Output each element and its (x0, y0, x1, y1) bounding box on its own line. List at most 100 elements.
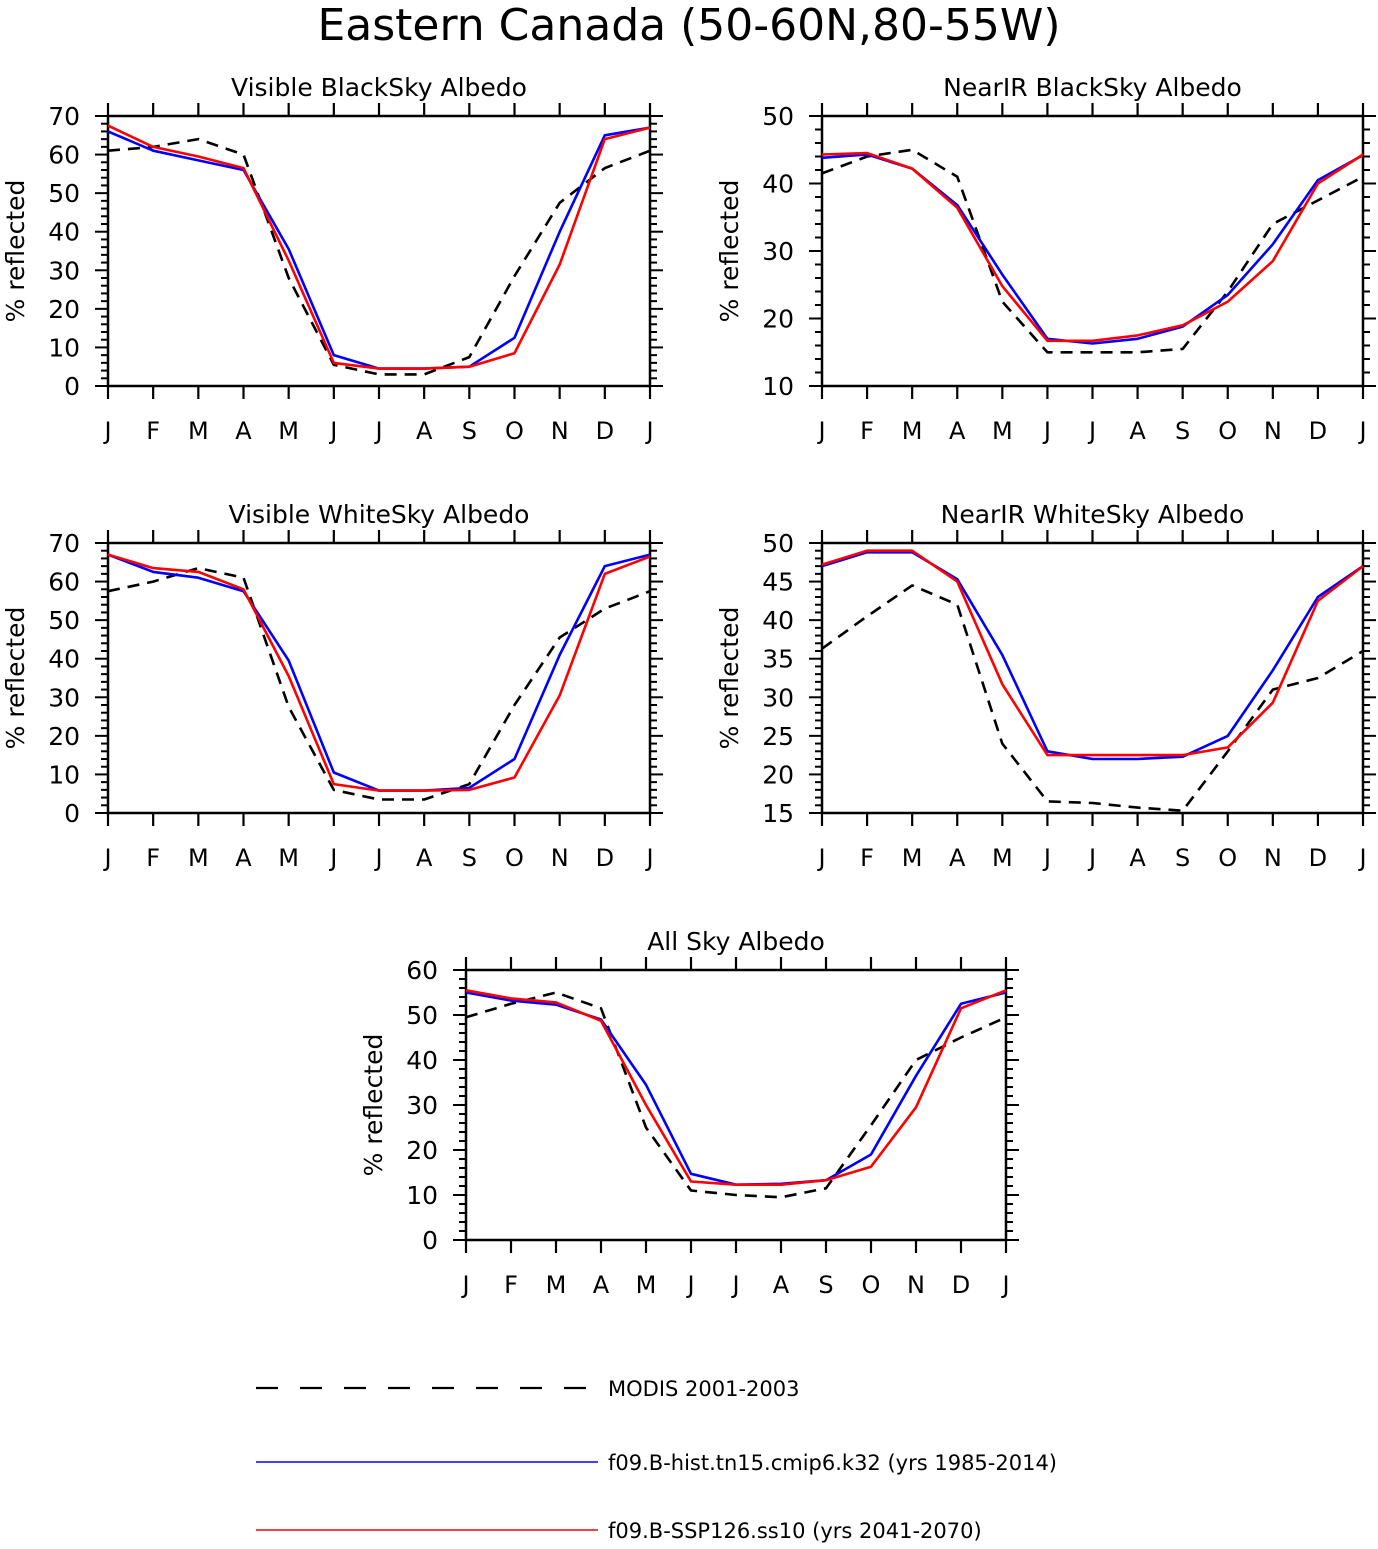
x-tick-label: O (505, 417, 524, 445)
x-tick-label: J (328, 844, 337, 872)
x-tick-label: A (416, 844, 433, 872)
x-tick-label: M (278, 417, 299, 445)
y-tick-label: 20 (48, 295, 80, 324)
x-tick-label: M (992, 844, 1013, 872)
x-tick-label: N (907, 1271, 925, 1299)
x-tick-label: J (685, 1271, 694, 1299)
series-line-3 (465, 989, 1007, 1186)
x-tick-label: M (992, 417, 1013, 445)
y-axis-label: % reflected (1, 180, 30, 323)
y-tick-label: 50 (406, 1001, 438, 1030)
x-tick-label: S (462, 417, 477, 445)
x-tick-label: J (1042, 844, 1051, 872)
legend-label-3: f09.B-SSP126.ss10 (yrs 2041-2070) (608, 1519, 982, 1543)
x-tick-label: F (860, 417, 874, 445)
series-line-1 (821, 584, 1364, 813)
x-tick-label: A (416, 417, 433, 445)
x-tick-label: D (1309, 417, 1327, 445)
series-line-3 (821, 151, 1364, 343)
x-tick-label: J (1357, 417, 1366, 445)
y-tick-label: 50 (762, 529, 794, 558)
x-tick-label: F (860, 844, 874, 872)
x-tick-label: N (1264, 417, 1282, 445)
y-tick-label: 20 (48, 722, 80, 751)
y-tick-label: 15 (762, 799, 794, 828)
panel-title: NearIR WhiteSky Albedo (941, 500, 1245, 529)
x-tick-label: O (505, 844, 524, 872)
x-tick-label: J (373, 844, 382, 872)
x-tick-label: D (596, 417, 614, 445)
y-axis-label: % reflected (1, 607, 30, 750)
x-tick-label: S (1175, 417, 1190, 445)
x-tick-label: N (551, 844, 569, 872)
x-tick-label: D (952, 1271, 970, 1299)
x-tick-label: M (902, 417, 923, 445)
x-tick-label: J (460, 1271, 469, 1299)
x-tick-label: J (102, 417, 111, 445)
y-axis-label: % reflected (359, 1034, 388, 1177)
x-tick-label: F (504, 1271, 518, 1299)
x-tick-label: D (1309, 844, 1327, 872)
figure-title: Eastern Canada (50-60N,80-55W) (317, 0, 1060, 51)
x-tick-label: S (462, 844, 477, 872)
y-axis-label: % reflected (715, 180, 744, 323)
x-tick-label: A (773, 1271, 790, 1299)
legend-label-2: f09.B-hist.tn15.cmip6.k32 (yrs 1985-2014… (608, 1451, 1057, 1475)
y-tick-label: 10 (406, 1181, 438, 1210)
x-tick-label: J (816, 844, 825, 872)
y-tick-label: 70 (48, 102, 80, 131)
panel-title: NearIR BlackSky Albedo (943, 73, 1242, 102)
x-tick-label: A (949, 844, 966, 872)
panel-title: Visible BlackSky Albedo (231, 73, 527, 102)
y-tick-label: 10 (48, 760, 80, 789)
series-line-1 (107, 137, 651, 376)
plot-frame (820, 541, 1365, 815)
x-tick-label: M (636, 1271, 657, 1299)
y-tick-label: 60 (48, 141, 80, 170)
series-line-2 (107, 126, 651, 370)
x-tick-label: O (1218, 417, 1237, 445)
y-tick-label: 20 (762, 760, 794, 789)
y-tick-label: 60 (48, 568, 80, 597)
x-tick-label: J (102, 844, 111, 872)
y-tick-label: 50 (762, 102, 794, 131)
series-line-1 (107, 566, 651, 801)
x-tick-label: N (1264, 844, 1282, 872)
x-tick-label: J (1357, 844, 1366, 872)
legend: MODIS 2001-2003 f09.B-hist.tn15.cmip6.k32… (256, 1377, 1057, 1543)
series-line-2 (821, 550, 1364, 761)
x-tick-label: J (1000, 1271, 1009, 1299)
x-tick-label: J (730, 1271, 739, 1299)
x-tick-label: N (551, 417, 569, 445)
panel-title: All Sky Albedo (647, 927, 825, 956)
x-tick-label: A (1129, 417, 1146, 445)
x-tick-label: J (1087, 417, 1096, 445)
y-tick-label: 50 (48, 179, 80, 208)
x-tick-label: D (596, 844, 614, 872)
x-tick-label: A (235, 844, 252, 872)
x-tick-label: M (278, 844, 299, 872)
series-line-1 (821, 148, 1364, 354)
y-tick-label: 0 (64, 799, 80, 828)
y-tick-label: 30 (48, 683, 80, 712)
series-line-3 (107, 553, 651, 792)
y-tick-label: 40 (762, 170, 794, 199)
x-tick-label: F (146, 417, 160, 445)
series-line-1 (465, 991, 1007, 1199)
x-tick-label: O (1218, 844, 1237, 872)
x-tick-label: F (146, 844, 160, 872)
x-tick-label: A (235, 417, 252, 445)
y-tick-label: 35 (762, 645, 794, 674)
plot-frame (464, 968, 1008, 1242)
series-line-3 (821, 549, 1364, 757)
x-tick-label: M (188, 844, 209, 872)
x-tick-label: A (949, 417, 966, 445)
y-tick-label: 20 (762, 305, 794, 334)
x-tick-label: J (373, 417, 382, 445)
y-tick-label: 40 (48, 645, 80, 674)
x-tick-label: J (816, 417, 825, 445)
x-tick-label: O (862, 1271, 881, 1299)
